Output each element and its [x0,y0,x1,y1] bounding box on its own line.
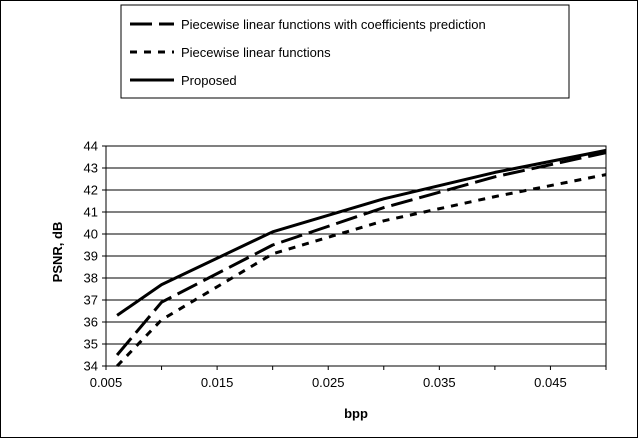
series-line-0 [115,151,607,356]
y-tick-label: 43 [84,161,98,176]
y-tick-label: 40 [84,227,98,242]
y-tick-label: 41 [84,205,98,220]
y-tick-label: 38 [84,271,98,286]
y-tick-label: 39 [84,249,98,264]
legend-label-2: Proposed [181,73,237,88]
x-axis-ticks: 0.005 0.015 0.025 0.035 0.045 [90,366,607,390]
y-axis-label: PSNR, dB [50,222,65,283]
y-tick-label: 44 [84,139,98,154]
legend-label-1: Piecewise linear functions [181,45,331,60]
y-tick-label: 37 [84,293,98,308]
x-axis-label: bpp [344,406,368,421]
y-axis-ticks: 34 35 36 37 38 39 40 41 42 43 44 [84,139,106,374]
legend: Piecewise linear functions with coeffici… [120,4,570,99]
x-tick-label: 0.025 [312,375,345,390]
y-tick-label: 36 [84,315,98,330]
x-tick-label: 0.005 [90,375,123,390]
x-tick-label: 0.035 [423,375,456,390]
y-tick-label: 34 [84,359,98,374]
legend-label-0: Piecewise linear functions with coeffici… [181,17,486,32]
series-group [115,148,607,368]
legend-box [120,4,570,99]
y-tick-label: 35 [84,337,98,352]
x-tick-label: 0.045 [534,375,567,390]
x-tick-label: 0.015 [201,375,234,390]
series-line-2 [116,148,607,317]
y-tick-label: 42 [84,183,98,198]
